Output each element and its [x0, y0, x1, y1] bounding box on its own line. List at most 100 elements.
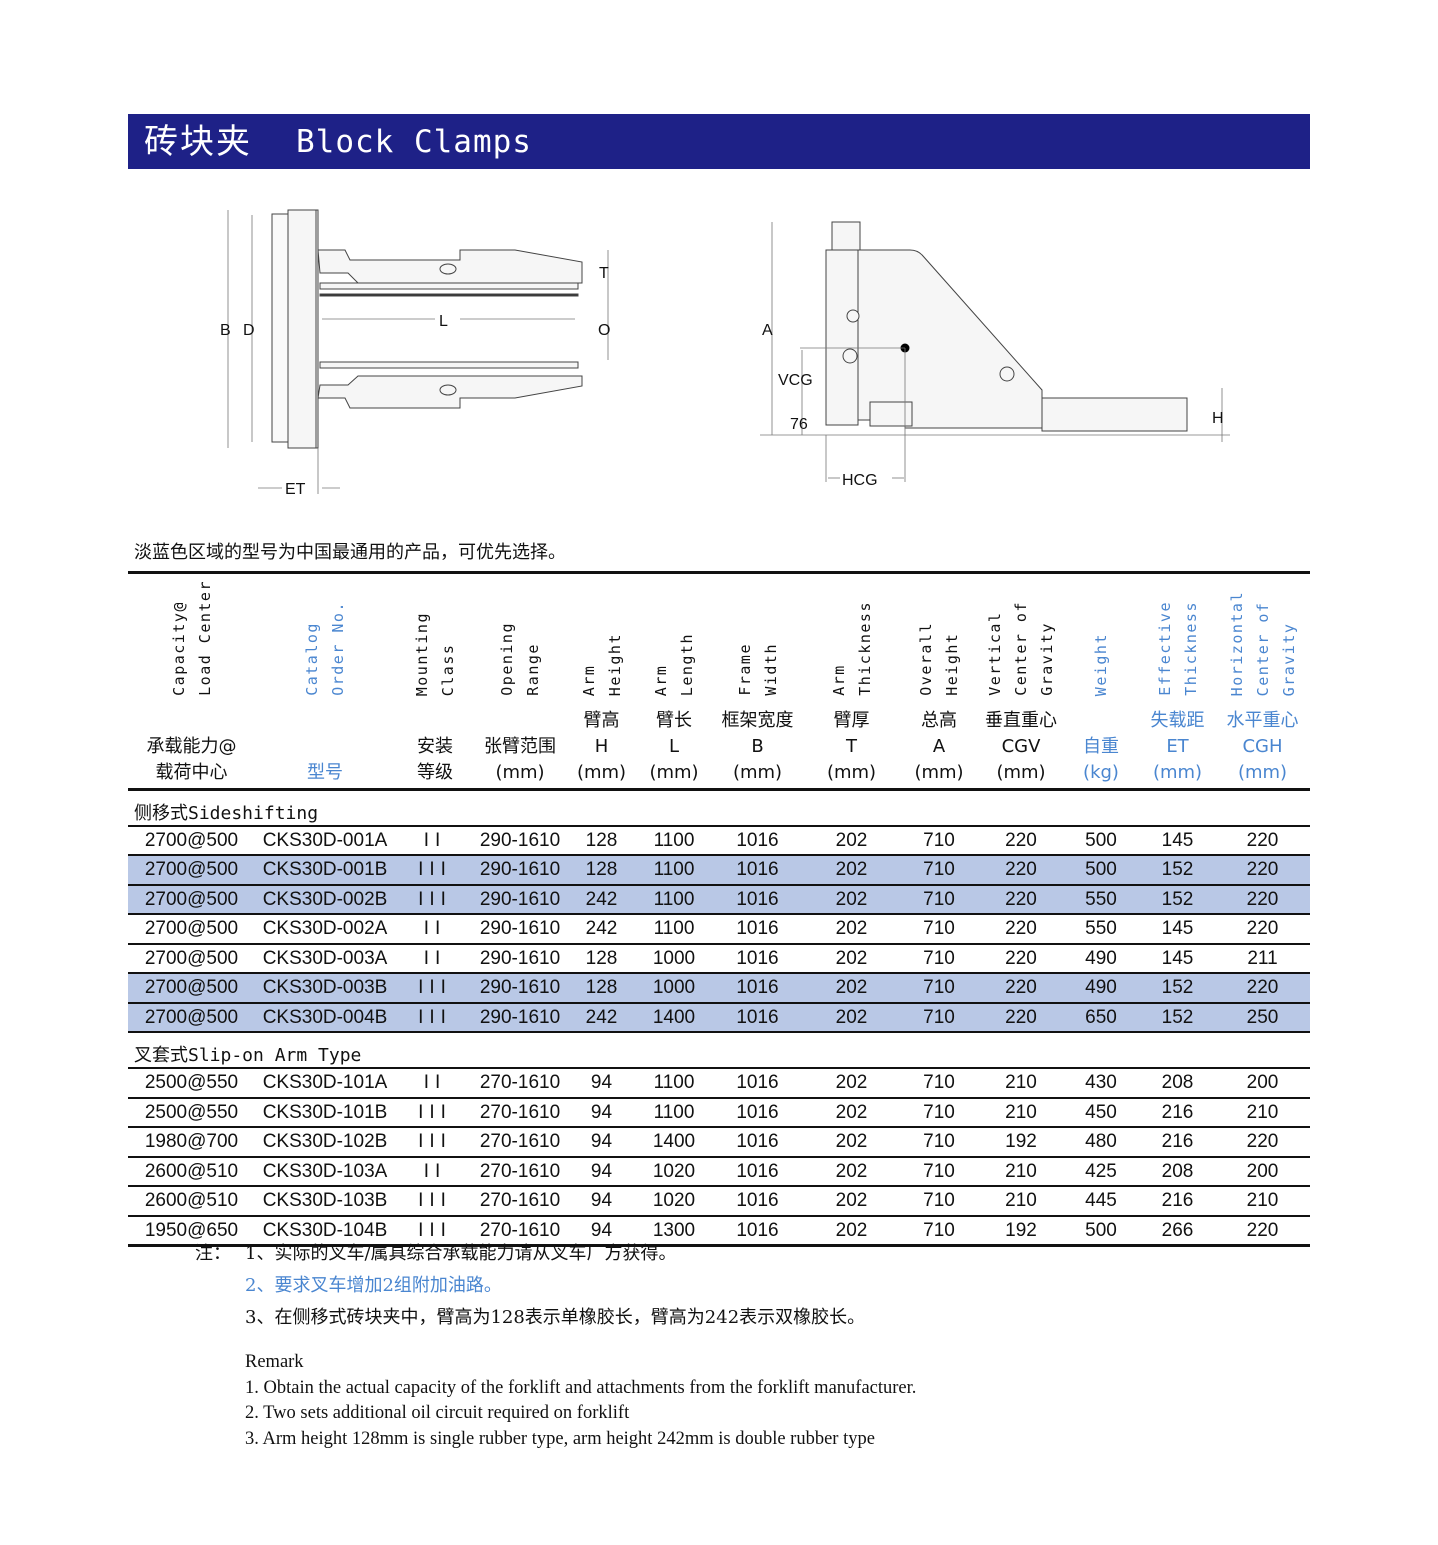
notes-label: 注：	[195, 1238, 231, 1270]
column-header-en: VerticalCenter ofGravity	[980, 573, 1062, 700]
table-cell: 202	[805, 1157, 898, 1187]
table-cell: 216	[1140, 1127, 1215, 1157]
table-cell: 1016	[710, 855, 805, 885]
label-T: T	[599, 265, 609, 282]
table-cell: 1100	[638, 826, 710, 856]
table-cell: 192	[980, 1127, 1062, 1157]
table-cell: 242	[565, 885, 638, 915]
header-line: Capacity@	[166, 580, 192, 696]
table-cell: 2700@500	[128, 914, 255, 944]
column-header-cn: 臂厚T(mm)	[805, 700, 898, 790]
header-line: Gravity	[1276, 591, 1302, 696]
column-header-en-text: ArmThickness	[826, 595, 878, 696]
table-cell: 94	[565, 1098, 638, 1128]
header-line: 安装	[395, 734, 475, 760]
table-cell: 220	[980, 1003, 1062, 1033]
table-cell: CKS30D-102B	[255, 1127, 395, 1157]
table-cell: 550	[1062, 885, 1140, 915]
table-cell: 650	[1062, 1003, 1140, 1033]
table-cell: III	[395, 1127, 475, 1157]
header-line: Weight	[1088, 633, 1114, 696]
table-cell: 202	[805, 1098, 898, 1128]
title-bar: 砖块夹 Block Clamps	[128, 114, 1310, 169]
table-cell: 1100	[638, 914, 710, 944]
label-H: H	[1212, 410, 1224, 427]
header-row-cn: 承载能力@载荷中心型号安装等级张臂范围(mm)臂高H(mm)臂长L(mm)框架宽…	[128, 700, 1310, 790]
table-cell: 710	[898, 826, 980, 856]
table-cell: 2700@500	[128, 826, 255, 856]
table-cell: CKS30D-103B	[255, 1186, 395, 1216]
remark-item: 3. Arm height 128mm is single rubber typ…	[245, 1427, 916, 1453]
table-cell: II	[395, 1157, 475, 1187]
top-view-diagram: B D L T O ET	[210, 200, 630, 500]
table-cell: 1400	[638, 1127, 710, 1157]
table-cell: 220	[980, 944, 1062, 974]
table-cell: 202	[805, 1068, 898, 1098]
table-cell: 710	[898, 944, 980, 974]
table-cell: 94	[565, 1068, 638, 1098]
table-cell: 202	[805, 1003, 898, 1033]
table-cell: II	[395, 944, 475, 974]
column-header-en-text: CatalogOrder No.	[299, 595, 351, 696]
table-cell: 2500@550	[128, 1068, 255, 1098]
table-cell: 270-1610	[475, 1157, 565, 1187]
label-O: O	[598, 322, 610, 339]
column-header-cn: 安装等级	[395, 700, 475, 790]
column-header-en-text: EffectiveThickness	[1152, 595, 1204, 696]
table-cell: 211	[1215, 944, 1310, 974]
header-line: (mm)	[1215, 760, 1310, 786]
header-line: Thickness	[1178, 601, 1204, 696]
table-cell: 94	[565, 1127, 638, 1157]
column-header-cn: 失载距ET(mm)	[1140, 700, 1215, 790]
table-cell: 445	[1062, 1186, 1140, 1216]
table-cell: 490	[1062, 944, 1140, 974]
table-cell: 480	[1062, 1127, 1140, 1157]
header-line: H	[565, 734, 638, 760]
header-line: Gravity	[1034, 601, 1060, 696]
label-A: A	[762, 322, 773, 339]
table-cell: 1000	[638, 944, 710, 974]
section-header: 侧移式Sideshifting	[128, 789, 1310, 826]
header-line: (kg)	[1062, 760, 1140, 786]
section-title-cn: 叉套式	[134, 1045, 188, 1066]
table-cell: 220	[1215, 885, 1310, 915]
column-header-en: Weight	[1062, 573, 1140, 700]
label-76: 76	[790, 416, 808, 433]
table-cell: II	[395, 826, 475, 856]
table-cell: 220	[980, 855, 1062, 885]
table-cell: 710	[898, 1068, 980, 1098]
table-cell: CKS30D-003A	[255, 944, 395, 974]
column-header-cn: 臂长L(mm)	[638, 700, 710, 790]
note-item: 3、在侧移式砖块夹中，臂高为128表示单橡胶长，臂高为242表示双橡胶长。	[245, 1302, 865, 1334]
table-cell: 220	[1215, 973, 1310, 1003]
remark-item: 1. Obtain the actual capacity of the for…	[245, 1376, 916, 1402]
table-cell: 202	[805, 973, 898, 1003]
table-cell: II	[395, 914, 475, 944]
table-cell: 210	[980, 1068, 1062, 1098]
column-header-en: MountingClass	[395, 573, 475, 700]
table-cell: 290-1610	[475, 914, 565, 944]
table-cell: 202	[805, 855, 898, 885]
table-row: 2600@510CKS30D-103AII270-161094102010162…	[128, 1157, 1310, 1187]
column-header-en: ArmLength	[638, 573, 710, 700]
table-cell: 710	[898, 914, 980, 944]
table-cell: III	[395, 1186, 475, 1216]
table-cell: 290-1610	[475, 885, 565, 915]
note-item: 1、实际的叉车/属具综合承载能力请从叉车厂方获得。	[245, 1238, 865, 1270]
table-cell: 220	[980, 973, 1062, 1003]
table-cell: 290-1610	[475, 826, 565, 856]
table-row: 2600@510CKS30D-103BIII270-16109410201016…	[128, 1186, 1310, 1216]
table-cell: 1016	[710, 914, 805, 944]
column-header-en: OverallHeight	[898, 573, 980, 700]
table-cell: 128	[565, 944, 638, 974]
table-cell: 220	[1215, 914, 1310, 944]
header-line: Overall	[913, 622, 939, 696]
table-cell: 1400	[638, 1003, 710, 1033]
header-line: (mm)	[710, 760, 805, 786]
table-cell: 1950@650	[128, 1216, 255, 1246]
column-header-en-text: ArmLength	[648, 627, 700, 696]
header-line: A	[898, 734, 980, 760]
table-cell: CKS30D-002B	[255, 885, 395, 915]
remark: Remark 1. Obtain the actual capacity of …	[245, 1350, 916, 1452]
